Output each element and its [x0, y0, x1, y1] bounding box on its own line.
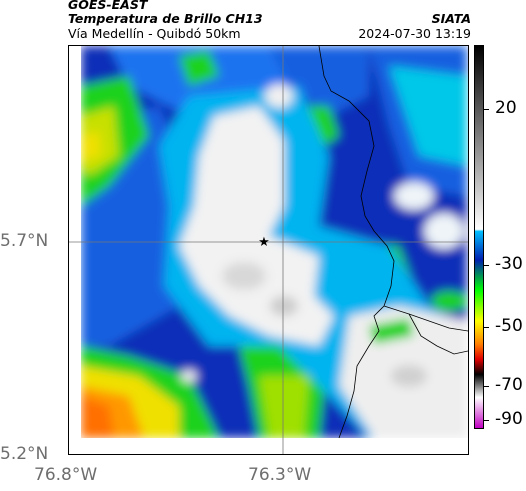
department-boundary-east — [383, 305, 468, 332]
colorbar-label-minus50: -50 — [495, 316, 523, 336]
datetime-label: 2024-07-30 13:19 — [358, 26, 471, 41]
department-boundary — [318, 46, 395, 439]
colorbar-label-minus30: -30 — [495, 254, 523, 274]
quibdo-star-marker: ★ — [258, 235, 270, 250]
colorbar-label-20: 20 — [495, 98, 517, 118]
lat-label-5-2: 5.2°N — [0, 444, 49, 464]
colorbar-tick — [484, 327, 489, 328]
cloud-field — [81, 46, 467, 438]
temperature-colorbar — [474, 45, 484, 429]
lat-label-5-7: 5.7°N — [0, 231, 49, 251]
lon-label-76-8: 76.8°W — [34, 465, 98, 485]
colorbar-tick — [484, 420, 489, 421]
brightness-temperature-map: ★ — [68, 45, 469, 455]
colorbar-label-minus90: -90 — [495, 409, 523, 429]
agency-label: SIATA — [431, 11, 471, 26]
department-boundary-south — [408, 313, 468, 355]
colorbar-label-minus70: -70 — [495, 375, 523, 395]
colorbar-tick — [484, 265, 489, 266]
route-subtitle: Vía Medellín - Quibdó 50km — [68, 26, 241, 41]
lon-label-76-3: 76.3°W — [248, 465, 312, 485]
product-title: Temperatura de Brillo CH13 — [68, 11, 263, 26]
colorbar-tick — [484, 109, 489, 110]
colorbar-tick — [484, 386, 489, 387]
satellite-title: GOES-EAST — [68, 0, 148, 12]
